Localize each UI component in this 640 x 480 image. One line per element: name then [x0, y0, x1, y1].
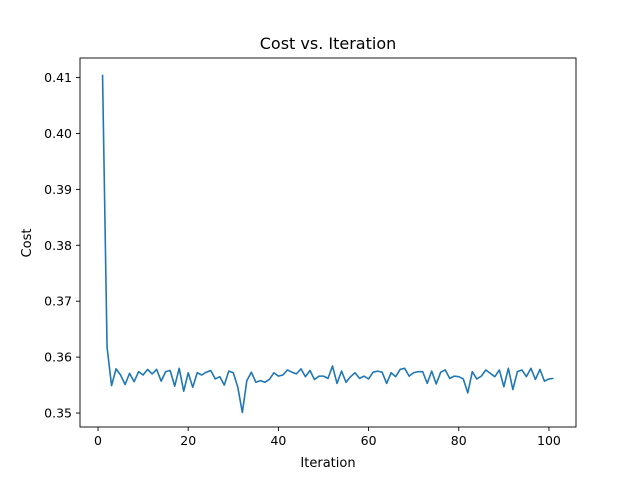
- plot-area: 0 20 40 60 80 100 0.35 0.36 0.37 0.38 0.39 0.40 0.41: [44, 57, 577, 448]
- x-tick-label: 20: [180, 433, 196, 448]
- x-tick-label: 60: [361, 433, 377, 448]
- y-tick-label: 0.40: [44, 126, 72, 141]
- x-tick-label: 100: [537, 433, 561, 448]
- axes-frame: [79, 57, 577, 428]
- x-tick-label: 0: [94, 433, 102, 448]
- y-tick-label: 0.37: [44, 294, 72, 309]
- cost-series-line: [101, 74, 554, 414]
- x-axis-label: Iteration: [300, 456, 355, 471]
- x-tick-label: 80: [451, 433, 467, 448]
- y-tick-label: 0.36: [44, 350, 72, 365]
- chart-title: Cost vs. Iteration: [260, 34, 397, 53]
- y-tick-label: 0.41: [44, 70, 72, 85]
- y-tick-label: 0.38: [44, 238, 72, 253]
- y-tick-label: 0.35: [44, 406, 72, 421]
- y-axis-label: Cost: [20, 229, 35, 258]
- y-tick-label: 0.39: [44, 182, 72, 197]
- x-tick-label: 40: [270, 433, 286, 448]
